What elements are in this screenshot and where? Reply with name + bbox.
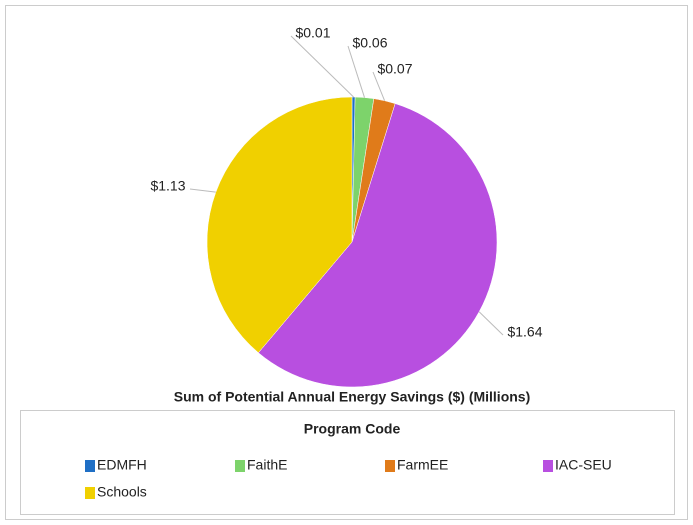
legend-frame (20, 410, 675, 515)
leader-line (372, 71, 386, 101)
pie-slice (258, 103, 498, 388)
data-label: $0.01 (295, 25, 330, 41)
legend-label: IAC-SEU (555, 457, 612, 473)
data-label: $1.64 (507, 324, 542, 340)
data-label: $1.13 (150, 178, 185, 194)
legend-title: Program Code (304, 421, 401, 437)
pie-slice (206, 96, 353, 354)
legend-label: Schools (97, 484, 147, 500)
leader-line (347, 45, 365, 98)
data-label: $0.07 (377, 61, 412, 77)
legend-swatch (385, 460, 395, 472)
legend-swatch (85, 487, 95, 499)
legend-label: EDMFH (97, 457, 147, 473)
legend-label: FarmEE (397, 457, 448, 473)
legend-swatch (543, 460, 553, 472)
legend-swatch (235, 460, 245, 472)
legend-label: FaithE (247, 457, 287, 473)
data-label: $0.06 (352, 35, 387, 51)
leader-line (290, 35, 354, 98)
leader-line (478, 311, 504, 336)
chart-title: Sum of Potential Annual Energy Savings (… (174, 389, 531, 405)
legend-swatch (85, 460, 95, 472)
leader-line (189, 188, 216, 193)
